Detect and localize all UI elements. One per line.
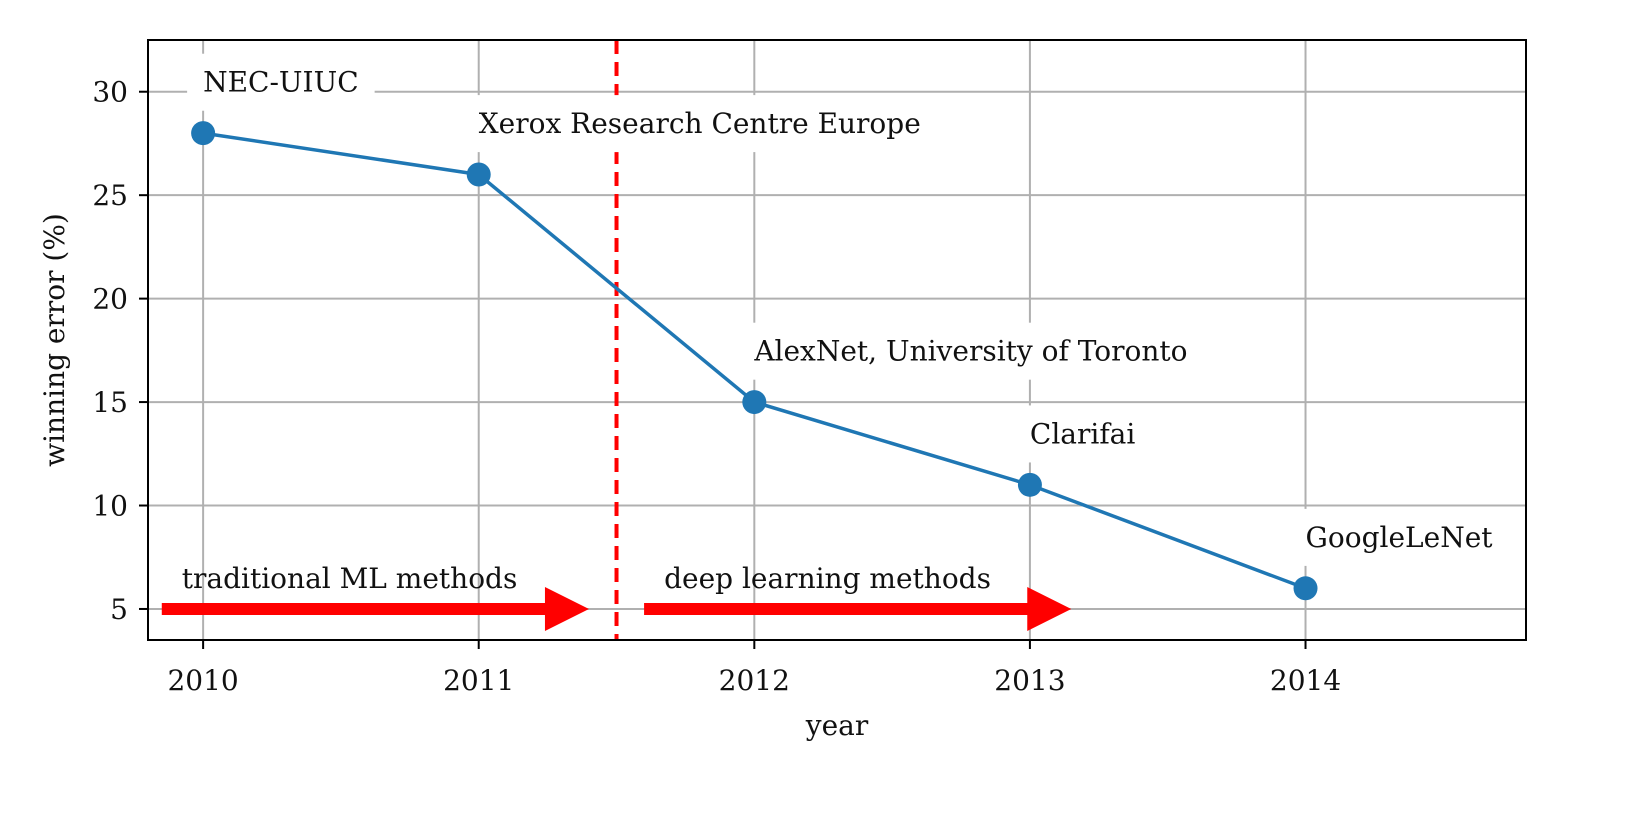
- series-layer: [191, 121, 1318, 601]
- point-label: NEC-UIUC: [203, 66, 359, 99]
- x-tick-label: 2010: [167, 664, 238, 697]
- plot-frame: [147, 39, 1527, 641]
- x-tick-label: 2013: [994, 664, 1065, 697]
- axis-ticks: 2010 2011 2012 2013 2014 5 10 15 20 25 30: [92, 76, 1341, 697]
- point-label: GoogleLeNet: [1306, 521, 1494, 554]
- point-label: Clarifai: [1030, 417, 1135, 450]
- arrow-label: deep learning methods: [664, 562, 991, 595]
- annotation-backgrounds: [187, 53, 1510, 566]
- x-tick-label: 2014: [1270, 664, 1341, 697]
- data-point: [466, 162, 491, 187]
- x-axis-label: year: [805, 709, 869, 742]
- data-point: [742, 390, 767, 415]
- point-label-background: [737, 322, 1204, 380]
- point-label-background: [462, 95, 937, 153]
- x-tick-label: 2011: [443, 664, 514, 697]
- point-label-background: [1013, 405, 1152, 463]
- point-label: AlexNet, University of Toronto: [753, 335, 1187, 368]
- x-tick-label: 2012: [719, 664, 790, 697]
- point-label-background: [187, 53, 375, 111]
- y-tick-label: 5: [110, 593, 128, 626]
- data-point: [1017, 472, 1042, 497]
- y-tick-label: 30: [92, 76, 128, 109]
- arrow-label: traditional ML methods: [182, 562, 518, 595]
- data-point: [191, 121, 216, 146]
- data-point: [1293, 576, 1318, 601]
- arrow-shape: [644, 586, 1072, 631]
- y-tick-label: 15: [92, 386, 128, 419]
- point-label: Xerox Research Centre Europe: [479, 107, 921, 140]
- arrow-shape: [161, 586, 589, 631]
- y-tick-label: 25: [92, 179, 128, 212]
- y-tick-label: 20: [92, 283, 128, 316]
- point-label-background: [1289, 508, 1510, 566]
- arrow-layer: traditional ML methods deep learning meth…: [161, 562, 1072, 631]
- y-tick-label: 10: [92, 490, 128, 523]
- y-axis-label: winning error (%): [38, 213, 71, 467]
- annotations: NEC-UIUC Xerox Research Centre Europe Alex…: [203, 66, 1493, 554]
